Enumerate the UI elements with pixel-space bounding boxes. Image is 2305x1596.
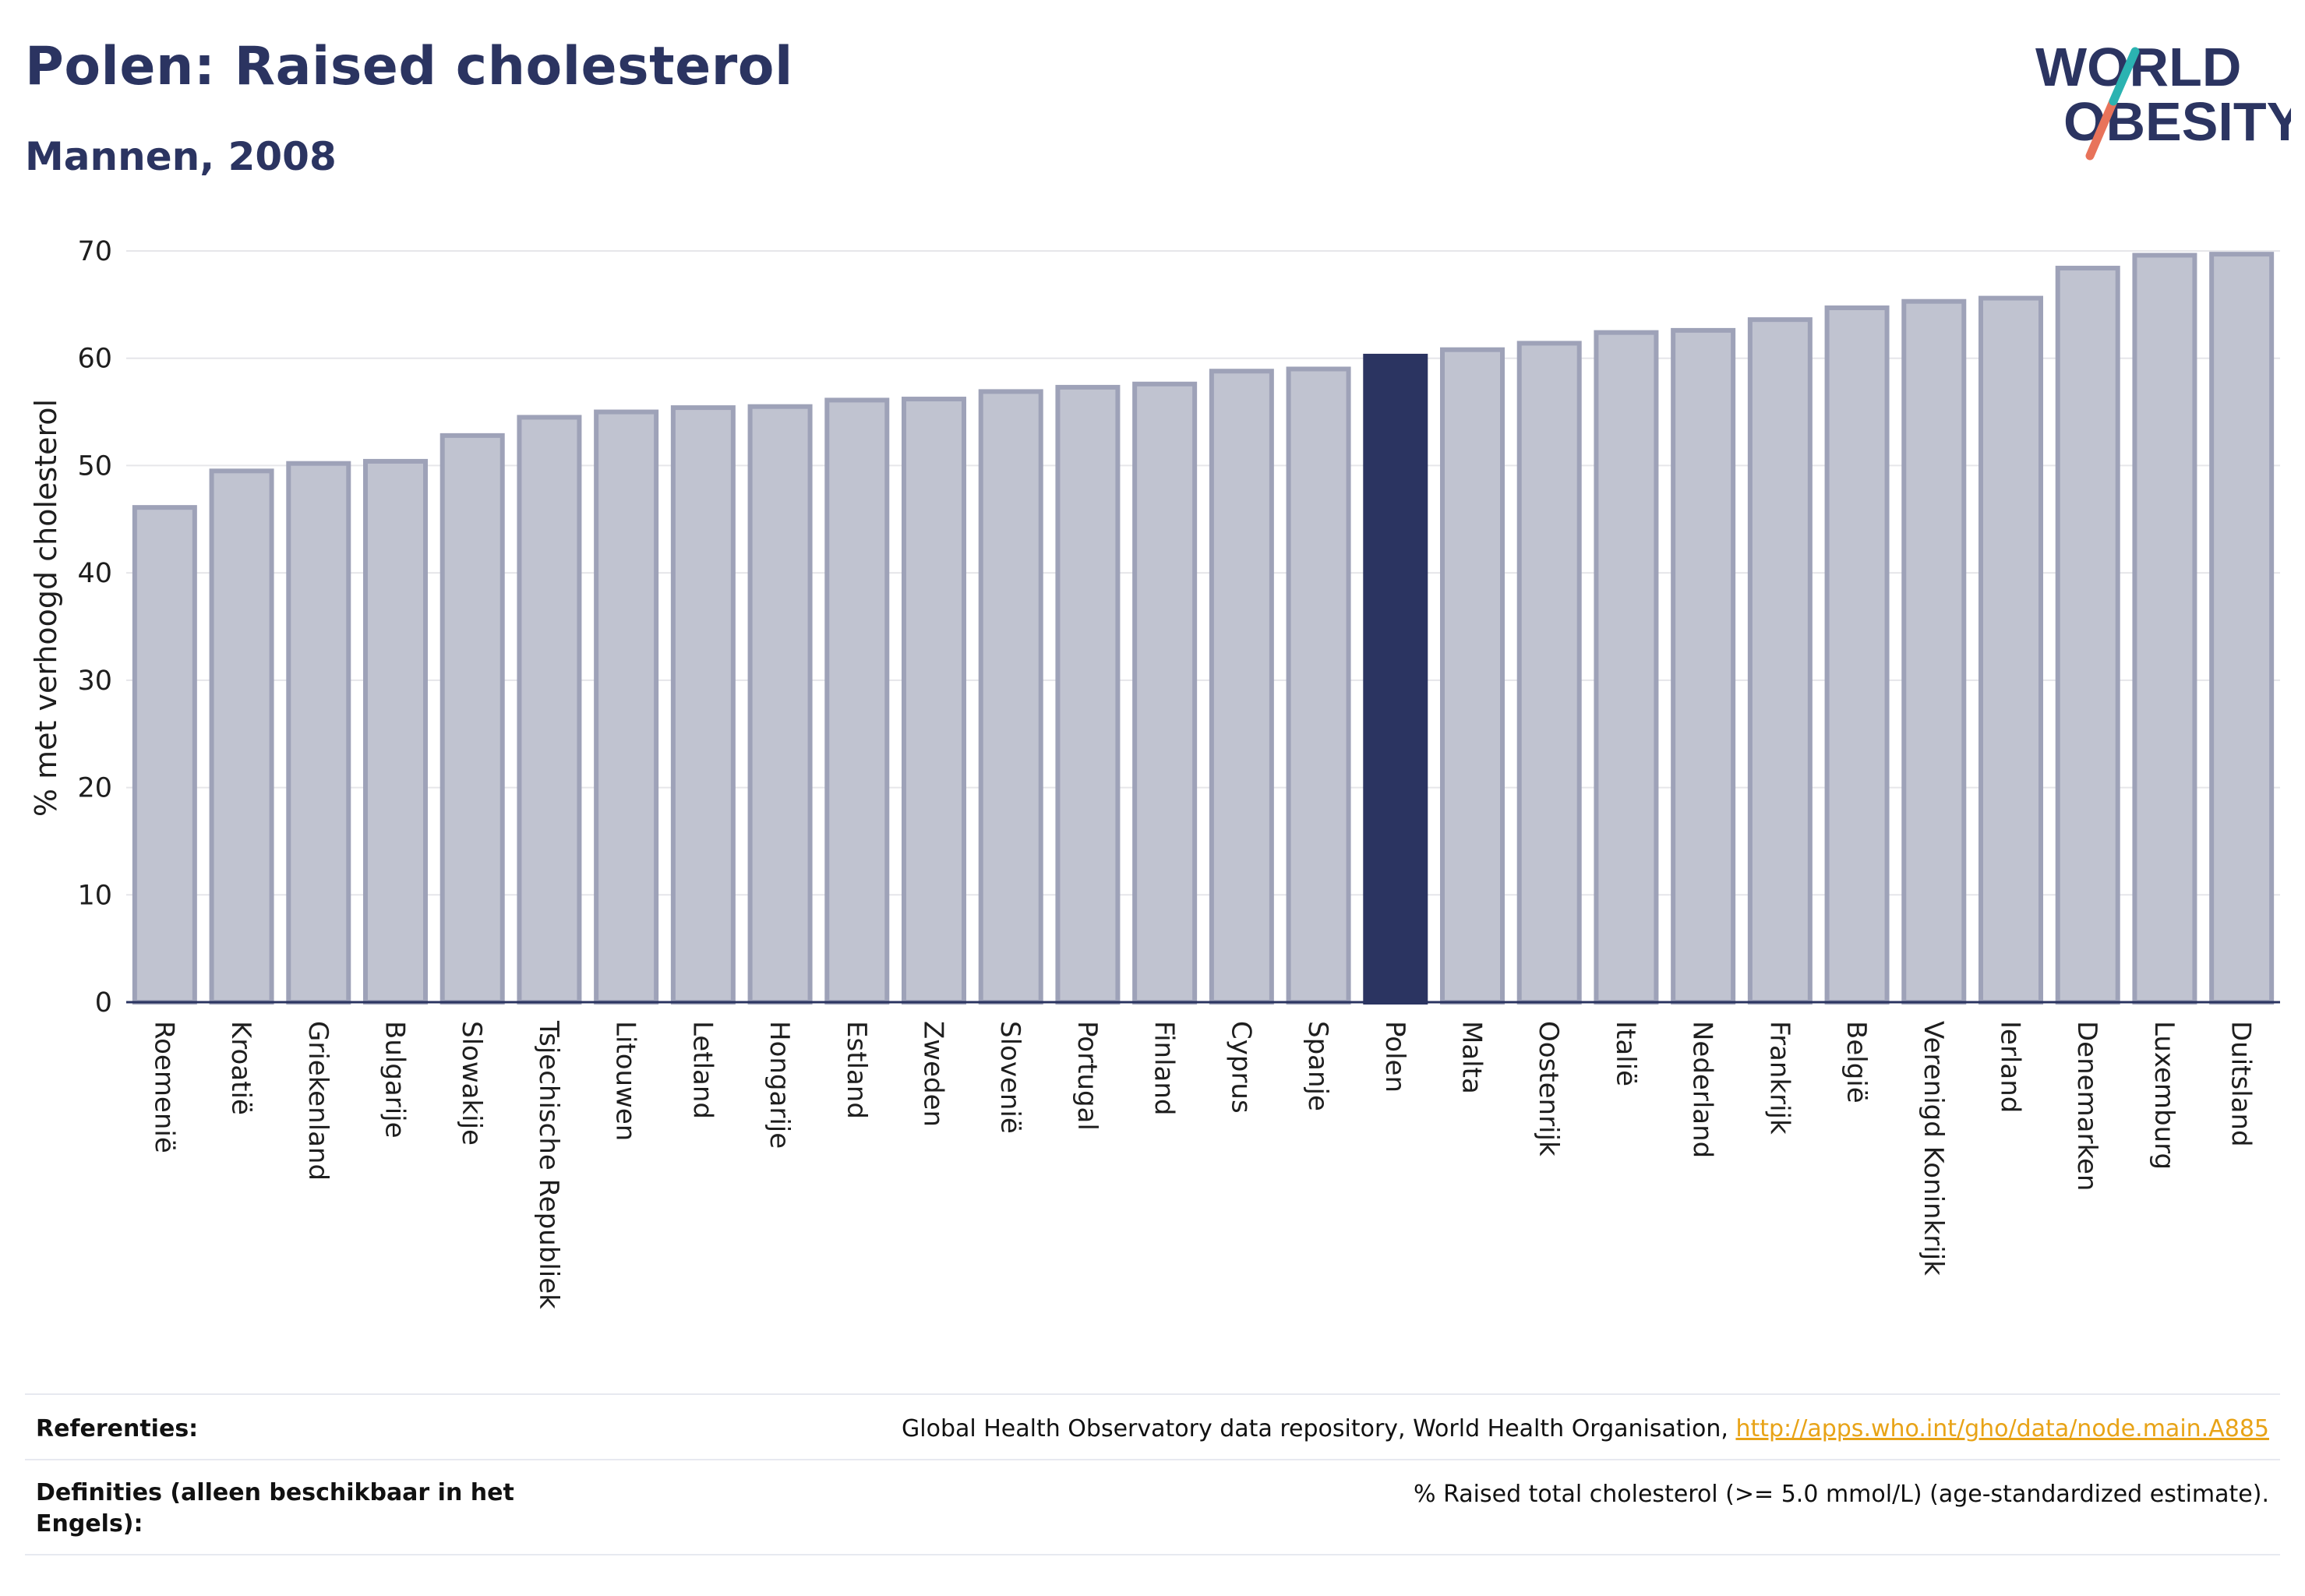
x-tick-label: Polen xyxy=(1379,1021,1410,1093)
bar-highlighted xyxy=(1363,353,1428,1005)
bar xyxy=(1594,330,1659,1005)
logo-slash-coral xyxy=(2085,97,2118,161)
world-obesity-logo: WORLD OBESITY xyxy=(2035,37,2291,161)
x-tick-label: Oostenrijk xyxy=(1533,1021,1564,1156)
x-tick-label: Bulgarije xyxy=(379,1021,411,1139)
axes: 0 10 20 30 40 50 60 70 xyxy=(77,236,2280,1019)
x-tick-label: België xyxy=(1841,1021,1872,1103)
definitions-label-line-2: Engels): xyxy=(36,1510,143,1538)
bar xyxy=(517,415,582,1005)
bar xyxy=(2055,266,2120,1005)
bar xyxy=(1824,305,1890,1005)
page-title: Polen: Raised cholesterol xyxy=(25,36,793,97)
x-tick-label: Nederland xyxy=(1687,1021,1718,1158)
definitions-value: % Raised total cholesterol (>= 5.0 mmol/… xyxy=(1414,1481,2269,1508)
bar xyxy=(1747,317,1813,1005)
y-tick-label: 70 xyxy=(77,236,112,267)
bar xyxy=(1286,366,1351,1005)
bar xyxy=(594,409,659,1005)
y-tick-label: 50 xyxy=(77,450,112,482)
bar xyxy=(1671,327,1736,1005)
definitions-label: Definities (alleen beschikbaar in het Eng… xyxy=(36,1478,514,1540)
definitions-row: Definities (alleen beschikbaar in het Eng… xyxy=(25,1459,2280,1555)
x-tick-label: Hongarije xyxy=(764,1021,795,1149)
bar xyxy=(1132,381,1198,1005)
x-tick-label: Zweden xyxy=(918,1021,949,1127)
bar xyxy=(439,433,505,1005)
references-row: Referenties: Global Health Observatory d… xyxy=(25,1393,2280,1460)
bar-chart: 0 10 20 30 40 50 60 70 Roemenië Kroatië Griekenla… xyxy=(29,236,2280,1309)
bar xyxy=(978,389,1043,1005)
bar xyxy=(824,397,890,1005)
x-tick-label: Denemarken xyxy=(2071,1021,2102,1191)
x-tick-label: Litouwen xyxy=(610,1021,641,1141)
y-tick-label: 10 xyxy=(77,880,112,911)
x-tick-label: Slovenië xyxy=(994,1021,1025,1134)
bar xyxy=(286,461,351,1005)
references-text: Global Health Observatory data repositor… xyxy=(902,1415,1736,1442)
x-tick-label: Cyprus xyxy=(1225,1021,1256,1114)
x-tick-label: Tsjechische Republiek xyxy=(533,1020,564,1309)
x-tick-label: Verenigd Koninkrijk xyxy=(1918,1021,1949,1276)
bar xyxy=(363,458,428,1005)
x-tick-label: Spanje xyxy=(1302,1021,1333,1111)
footer: Referenties: Global Health Observatory d… xyxy=(25,1393,2280,1557)
y-tick-label: 40 xyxy=(77,558,112,589)
x-tick-label: Griekenland xyxy=(302,1021,334,1181)
bar xyxy=(670,405,736,1005)
x-tick-label: Duitsland xyxy=(2226,1021,2257,1147)
bar xyxy=(132,505,197,1005)
bar xyxy=(1516,341,1582,1005)
y-axis-label: % met verhoogd cholesterol xyxy=(29,399,63,817)
x-tick-label: Estland xyxy=(841,1021,872,1119)
y-tick-label: 0 xyxy=(95,987,112,1019)
bar xyxy=(1440,347,1505,1005)
y-tick-label: 20 xyxy=(77,773,112,804)
page-subtitle: Mannen, 2008 xyxy=(25,134,337,179)
x-tick-label: Letland xyxy=(687,1021,718,1119)
bars xyxy=(132,252,2275,1005)
references-value: Global Health Observatory data repositor… xyxy=(902,1415,2269,1442)
definitions-label-line-1: Definities (alleen beschikbaar in het xyxy=(36,1479,514,1506)
bar xyxy=(747,404,813,1005)
bar xyxy=(902,397,966,1005)
x-tick-label: Luxemburg xyxy=(2148,1021,2180,1170)
bar xyxy=(1978,295,2043,1005)
x-tick-label: Italië xyxy=(1610,1021,1641,1086)
bar xyxy=(1209,369,1274,1005)
x-tick-label: Finland xyxy=(1149,1021,1180,1116)
bar xyxy=(1055,384,1121,1005)
x-tick-label: Slowakije xyxy=(456,1021,487,1146)
x-tick-label: Ierland xyxy=(1995,1021,2026,1113)
logo-slash-teal xyxy=(2109,47,2140,106)
bar xyxy=(209,468,274,1005)
bar xyxy=(2209,252,2275,1005)
x-tick-label: Roemenië xyxy=(148,1021,179,1153)
y-tick-label: 30 xyxy=(77,666,112,697)
category-labels: Roemenië Kroatië Griekenland Bulgarije Slowa… xyxy=(148,1020,2256,1309)
x-tick-label: Frankrijk xyxy=(1763,1021,1795,1135)
bar xyxy=(1901,298,1967,1005)
references-label: Referenties: xyxy=(36,1415,199,1442)
y-tick-label: 60 xyxy=(77,344,112,375)
x-tick-label: Kroatië xyxy=(225,1021,256,1115)
x-tick-label: Portugal xyxy=(1071,1021,1103,1131)
bar xyxy=(2132,252,2197,1005)
logo-line-1: WORLD xyxy=(2035,37,2241,97)
x-tick-label: Malta xyxy=(1456,1021,1488,1094)
references-link[interactable]: http://apps.who.int/gho/data/node.main.A… xyxy=(1735,1415,2269,1442)
